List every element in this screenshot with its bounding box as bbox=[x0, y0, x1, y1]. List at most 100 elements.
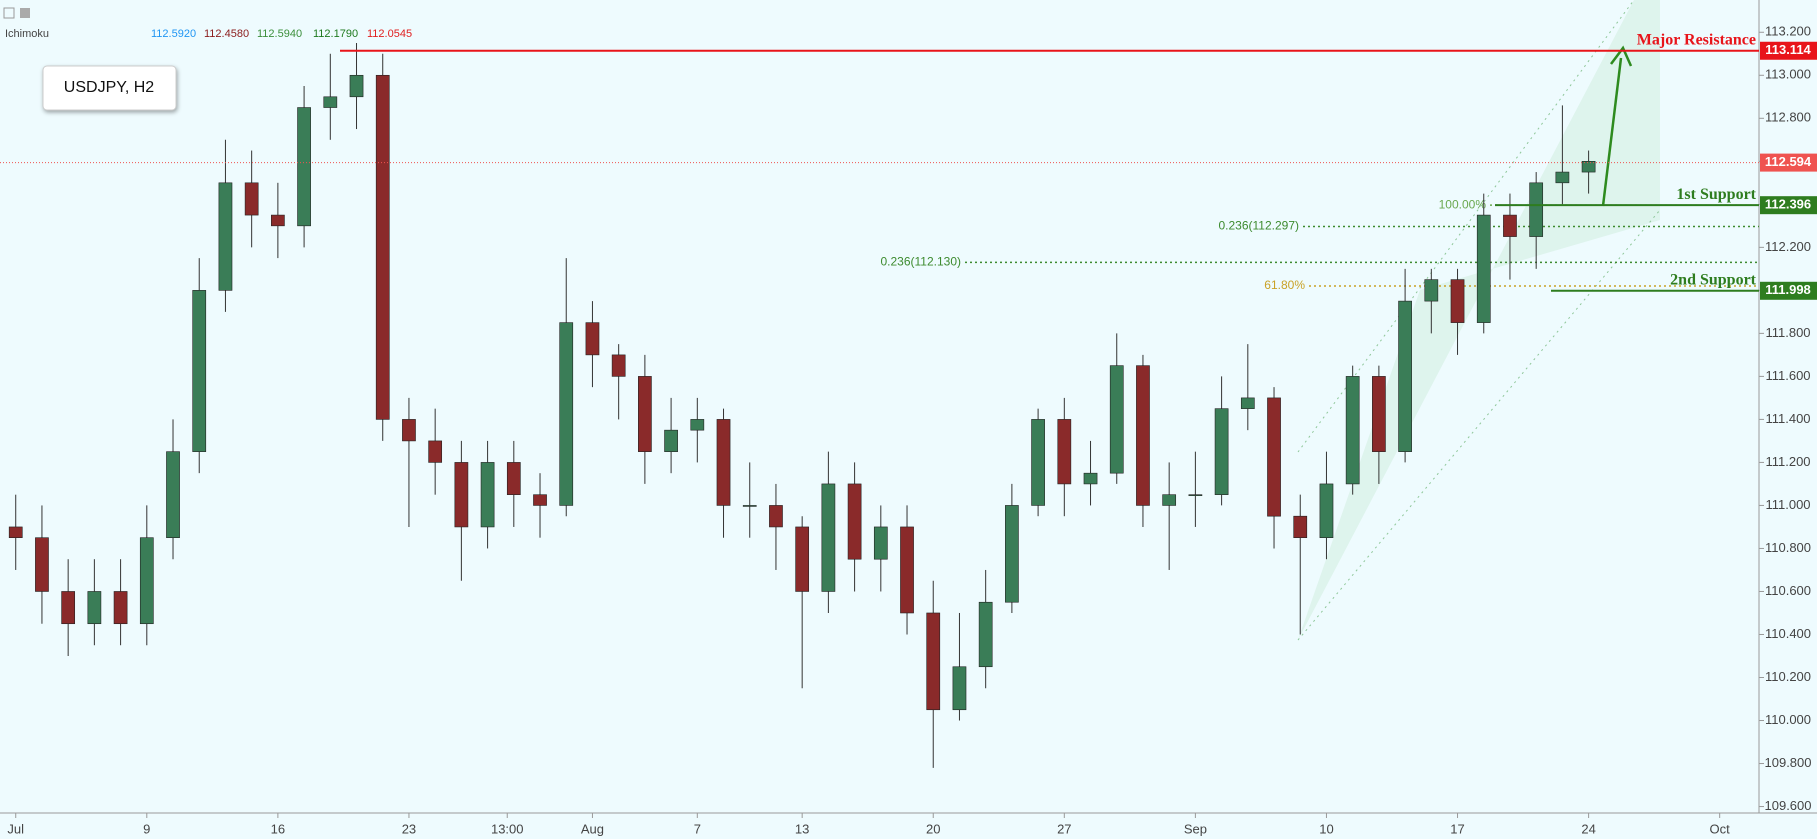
x-tick-label: 9 bbox=[143, 821, 150, 836]
x-tick-label: 13 bbox=[795, 821, 809, 836]
price-badge-label: 112.396 bbox=[1765, 197, 1811, 212]
candle-body bbox=[323, 96, 338, 108]
candle-body bbox=[952, 666, 967, 711]
icon[interactable] bbox=[3, 7, 15, 19]
candle-body bbox=[271, 214, 285, 227]
candle-body bbox=[1188, 494, 1203, 496]
candle-body bbox=[533, 494, 547, 506]
y-tick-label: 110.000 bbox=[1765, 712, 1811, 727]
x-tick-label: 13:00 bbox=[491, 821, 524, 836]
candle-body bbox=[611, 354, 626, 377]
candle-body bbox=[35, 537, 49, 592]
candle-body bbox=[1136, 365, 1150, 506]
candle-body bbox=[742, 505, 757, 507]
level-annotation: 1st Support bbox=[1676, 186, 1756, 203]
candle-body bbox=[1503, 214, 1517, 237]
price-badge bbox=[1760, 153, 1817, 172]
candle-body bbox=[585, 322, 600, 356]
candle-body bbox=[1319, 483, 1334, 538]
candle-body bbox=[87, 591, 102, 625]
price-badge bbox=[1760, 196, 1817, 215]
price-axis-area bbox=[1759, 0, 1817, 839]
candle-body bbox=[1345, 376, 1360, 485]
symbol-text: USDJPY, H2 bbox=[64, 79, 155, 96]
candle-body bbox=[1083, 472, 1098, 485]
candle-body bbox=[873, 526, 888, 560]
candle-body bbox=[900, 526, 914, 614]
price-badge-label: 112.594 bbox=[1765, 154, 1812, 169]
candle-body bbox=[1581, 161, 1596, 173]
candle-body bbox=[821, 483, 836, 592]
level-annotation: Major Resistance bbox=[1637, 31, 1756, 48]
price-badge-label: 113.114 bbox=[1765, 42, 1811, 57]
candle-body bbox=[690, 419, 705, 431]
candle-body bbox=[375, 74, 390, 420]
candle-body bbox=[1555, 171, 1570, 184]
candle-body bbox=[139, 537, 154, 625]
indicator-value: 112.5920 bbox=[151, 28, 196, 40]
x-tick-label: Jul bbox=[7, 821, 24, 836]
candle-body bbox=[402, 419, 416, 442]
indicator-value: 112.5940 bbox=[257, 28, 302, 40]
level-annotation: 2nd Support bbox=[1670, 271, 1756, 288]
projection-arrow bbox=[1601, 57, 1623, 207]
y-tick-label: 110.400 bbox=[1765, 626, 1811, 641]
candle-body bbox=[1240, 397, 1255, 409]
indicator-value: 112.4580 bbox=[204, 28, 249, 40]
candle-body bbox=[192, 290, 207, 452]
candle-body bbox=[1162, 494, 1177, 506]
candle-body bbox=[1293, 515, 1308, 538]
candle-body bbox=[926, 612, 941, 711]
x-tick-label: 24 bbox=[1581, 821, 1595, 836]
fib-label: 0.236(112.130) bbox=[880, 255, 961, 269]
y-tick-label: 112.200 bbox=[1765, 239, 1811, 254]
indicator-name: Ichimoku bbox=[5, 28, 49, 40]
symbol-box bbox=[42, 65, 177, 111]
y-tick-label: 111.800 bbox=[1765, 325, 1810, 340]
x-tick-label: 17 bbox=[1450, 821, 1464, 836]
x-tick-label: 10 bbox=[1319, 821, 1333, 836]
candle-body bbox=[1109, 365, 1124, 474]
x-tick-label: Sep bbox=[1184, 821, 1207, 836]
candle-body bbox=[1057, 419, 1072, 485]
candle-body bbox=[1424, 279, 1439, 302]
indicator-value: 112.1790 bbox=[313, 28, 358, 40]
y-tick-label: 111.600 bbox=[1765, 368, 1810, 383]
y-tick-label: 112.800 bbox=[1765, 110, 1811, 125]
y-tick-label: 111.000 bbox=[1765, 497, 1810, 512]
x-tick-label: 27 bbox=[1057, 821, 1071, 836]
arrow-head bbox=[1610, 45, 1633, 67]
candle-body bbox=[166, 451, 180, 538]
candle-body bbox=[8, 526, 23, 538]
icon[interactable] bbox=[20, 8, 30, 18]
candle-body bbox=[218, 182, 233, 291]
y-tick-label: 111.200 bbox=[1765, 454, 1810, 469]
channel-upper bbox=[1297, 0, 1635, 453]
candle-body bbox=[113, 591, 128, 625]
x-tick-label: 20 bbox=[926, 821, 940, 836]
y-tick-label: 111.400 bbox=[1765, 411, 1810, 426]
y-tick-label: 113.200 bbox=[1765, 24, 1811, 39]
candle-body bbox=[1398, 300, 1412, 452]
channel-lower bbox=[1297, 209, 1661, 641]
candle-body bbox=[480, 462, 495, 528]
candle-body bbox=[1450, 279, 1465, 323]
y-tick-label: 109.800 bbox=[1765, 755, 1812, 770]
candle-body bbox=[1372, 376, 1386, 452]
y-tick-label: 110.600 bbox=[1765, 583, 1811, 598]
y-tick-label: 113.000 bbox=[1765, 67, 1811, 82]
candle-body bbox=[454, 462, 469, 528]
y-tick-label: 110.800 bbox=[1765, 540, 1811, 555]
y-tick-label: 109.600 bbox=[1765, 798, 1812, 813]
candle-body bbox=[297, 107, 311, 227]
candle-body bbox=[1031, 419, 1045, 506]
candle-body bbox=[1005, 505, 1019, 603]
candle-body bbox=[847, 483, 862, 560]
candle-body bbox=[664, 429, 678, 452]
candle-body bbox=[244, 182, 259, 216]
candle-body bbox=[1214, 408, 1229, 495]
y-tick-label: 110.200 bbox=[1765, 669, 1811, 684]
candle-body bbox=[978, 601, 993, 668]
